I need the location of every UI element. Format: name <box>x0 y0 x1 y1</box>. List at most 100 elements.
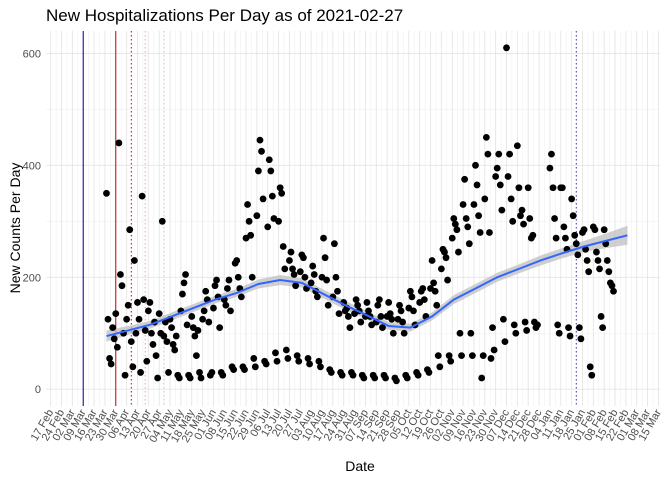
data-point <box>568 195 576 203</box>
data-point <box>130 257 138 264</box>
data-point <box>129 363 137 371</box>
data-point <box>289 265 296 273</box>
data-point <box>608 282 616 290</box>
data-point <box>110 335 118 343</box>
data-point <box>154 374 162 382</box>
y-tick-label: 600 <box>23 48 41 60</box>
data-point <box>158 217 166 225</box>
data-point <box>163 338 171 346</box>
data-point <box>363 299 371 306</box>
data-point <box>521 318 529 326</box>
data-point <box>134 299 141 306</box>
data-point <box>577 335 585 343</box>
data-point <box>464 223 472 231</box>
data-point <box>441 248 448 256</box>
data-point <box>565 324 572 332</box>
data-point <box>585 268 593 276</box>
data-point <box>299 254 307 262</box>
data-point <box>520 220 527 228</box>
data-point <box>265 156 273 164</box>
data-point <box>496 181 504 189</box>
data-point <box>600 226 608 234</box>
data-point <box>430 279 438 287</box>
data-point <box>175 374 183 382</box>
data-point <box>593 248 600 256</box>
data-point <box>529 231 537 239</box>
data-point <box>385 299 393 306</box>
data-point <box>310 271 318 278</box>
data-point <box>458 352 465 360</box>
data-point <box>420 296 428 304</box>
data-point <box>551 215 558 222</box>
data-point <box>504 173 512 180</box>
data-point <box>237 293 245 301</box>
data-point <box>199 315 207 323</box>
data-point <box>272 349 279 357</box>
data-point <box>393 377 400 385</box>
data-point <box>334 287 341 295</box>
data-point <box>171 346 179 354</box>
data-point <box>431 287 439 295</box>
data-point <box>523 327 531 334</box>
data-point <box>117 271 124 278</box>
data-point <box>127 338 135 346</box>
data-point <box>113 343 121 351</box>
data-point <box>354 301 362 309</box>
data-point <box>317 363 324 371</box>
data-point <box>552 234 560 242</box>
data-point <box>374 301 382 309</box>
y-tick-label: 400 <box>23 160 41 172</box>
data-point <box>346 324 354 332</box>
data-point <box>428 257 436 264</box>
data-point <box>211 282 219 290</box>
data-point <box>447 357 455 365</box>
data-point <box>596 265 603 273</box>
data-point <box>290 271 298 278</box>
data-point <box>400 329 408 337</box>
data-point <box>562 234 569 242</box>
data-point <box>109 324 117 332</box>
data-point <box>382 374 389 382</box>
data-point <box>558 184 566 192</box>
data-point <box>582 245 589 253</box>
data-point <box>282 346 290 354</box>
data-point <box>365 307 372 315</box>
data-point <box>476 229 484 236</box>
data-point <box>137 369 144 376</box>
data-point <box>569 212 577 220</box>
data-point <box>475 212 482 220</box>
data-point <box>467 329 475 337</box>
data-point <box>210 304 217 312</box>
data-point <box>499 315 507 323</box>
data-point <box>118 282 126 290</box>
y-tick-label: 0 <box>35 384 41 396</box>
data-point <box>146 299 154 306</box>
data-point <box>462 215 470 222</box>
data-point <box>437 265 445 273</box>
data-point <box>264 223 272 231</box>
data-point <box>599 324 607 332</box>
data-point <box>292 282 300 290</box>
data-point <box>124 301 132 309</box>
data-point <box>180 279 188 287</box>
data-point <box>247 231 255 239</box>
data-point <box>255 167 262 175</box>
data-point <box>352 296 360 304</box>
data-point <box>493 164 501 172</box>
data-point <box>227 307 234 315</box>
data-point <box>115 139 123 147</box>
data-point <box>182 271 189 278</box>
data-point <box>597 313 605 320</box>
data-point <box>191 332 199 340</box>
data-point <box>132 329 140 337</box>
data-point <box>396 301 403 309</box>
data-point <box>512 329 520 337</box>
data-point <box>445 352 453 360</box>
data-point <box>574 251 582 259</box>
data-point <box>468 352 476 360</box>
data-point <box>281 265 289 273</box>
data-point <box>202 287 210 295</box>
data-point <box>268 192 276 200</box>
